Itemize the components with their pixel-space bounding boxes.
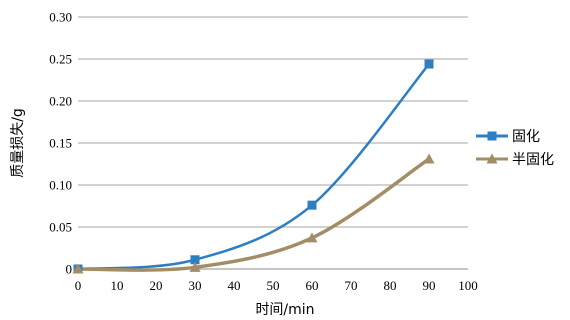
x-tick-label-8: 80: [384, 278, 397, 293]
legend: 固化 半固化: [476, 129, 554, 168]
x-tick-label-10: 100: [458, 278, 478, 293]
data-point-s0-2: [307, 200, 317, 210]
y-tick-label-6: 0.30: [49, 10, 72, 25]
x-tick-label-5: 50: [267, 278, 280, 293]
x-tick-labels: 0 10 20 30 40 50 60 70 80 90 100: [75, 278, 478, 293]
y-tick-label-3: 0.15: [49, 136, 72, 151]
grid-lines: [78, 16, 468, 228]
x-tick-label-7: 70: [345, 278, 358, 293]
y-tick-label-5: 0.25: [49, 52, 72, 67]
legend-marker-square: [487, 131, 497, 141]
series-markers: [72, 59, 435, 274]
x-tick-label-0: 0: [75, 278, 82, 293]
y-axis-label: 质量损失/g: [10, 108, 26, 178]
data-point-s0-3: [424, 59, 434, 69]
series-line-1: [76, 157, 431, 272]
series-line-0: [76, 62, 431, 271]
y-tick-label-2: 0.10: [49, 178, 72, 193]
data-point-s1-0: [72, 263, 84, 274]
x-tick-label-2: 20: [150, 278, 163, 293]
x-tick-label-1: 10: [111, 278, 124, 293]
y-tick-label-1: 0.05: [49, 220, 72, 235]
legend-label-semi-cured: 半固化: [512, 152, 554, 168]
data-point-s1-1: [189, 261, 201, 272]
y-tick-labels: 0 0.05 0.10 0.15 0.20 0.25 0.30: [49, 10, 72, 277]
legend-item-semi-cured: 半固化: [476, 152, 554, 168]
legend-label-cured: 固化: [512, 129, 540, 145]
data-point-s1-3: [423, 153, 435, 164]
x-tick-label-4: 40: [228, 278, 241, 293]
data-point-s0-1: [190, 255, 200, 265]
y-tick-label-0: 0: [66, 262, 73, 277]
legend-item-cured: 固化: [476, 129, 540, 145]
series-lines: [76, 62, 431, 272]
x-tick-label-6: 60: [306, 278, 319, 293]
x-axis-label: 时间/min: [255, 302, 314, 318]
x-tick-label-9: 90: [423, 278, 436, 293]
data-point-s1-2: [306, 232, 318, 243]
y-tick-label-4: 0.20: [49, 94, 72, 109]
legend-marker-triangle: [486, 153, 498, 164]
x-tick-label-3: 30: [189, 278, 202, 293]
